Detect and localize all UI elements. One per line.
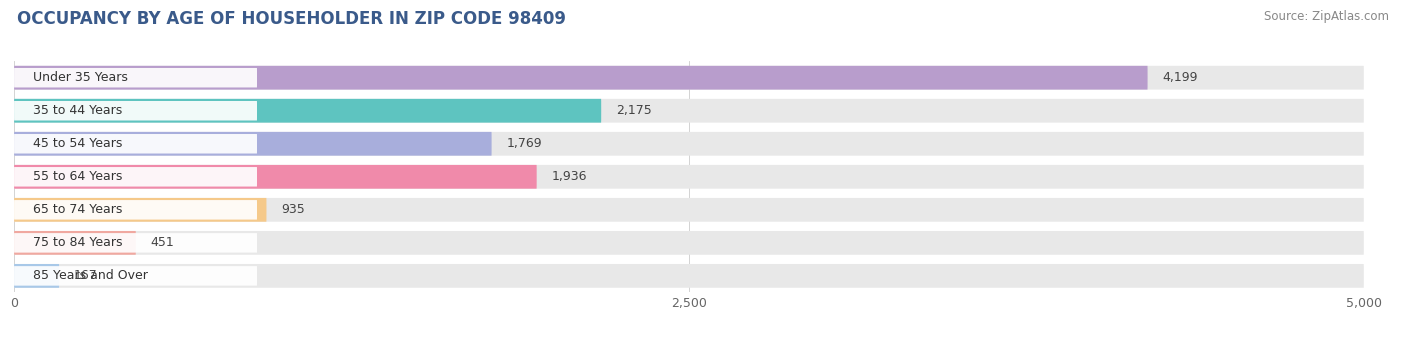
Text: 2,175: 2,175 [616,104,652,117]
Text: 85 Years and Over: 85 Years and Over [34,269,149,283]
Text: 55 to 64 Years: 55 to 64 Years [34,170,122,183]
FancyBboxPatch shape [14,165,1364,189]
FancyBboxPatch shape [14,264,59,288]
FancyBboxPatch shape [14,231,1364,255]
Text: 167: 167 [75,269,98,283]
FancyBboxPatch shape [14,266,257,286]
FancyBboxPatch shape [14,134,257,154]
Text: OCCUPANCY BY AGE OF HOUSEHOLDER IN ZIP CODE 98409: OCCUPANCY BY AGE OF HOUSEHOLDER IN ZIP C… [17,10,565,28]
FancyBboxPatch shape [14,66,1147,90]
Text: 1,936: 1,936 [551,170,588,183]
FancyBboxPatch shape [14,66,1364,90]
FancyBboxPatch shape [14,167,257,187]
FancyBboxPatch shape [14,198,1364,222]
Text: 451: 451 [150,236,174,249]
FancyBboxPatch shape [14,198,267,222]
Text: 35 to 44 Years: 35 to 44 Years [34,104,122,117]
FancyBboxPatch shape [14,99,602,123]
FancyBboxPatch shape [14,68,257,87]
Text: 935: 935 [281,203,305,216]
Text: Source: ZipAtlas.com: Source: ZipAtlas.com [1264,10,1389,23]
FancyBboxPatch shape [14,165,537,189]
FancyBboxPatch shape [14,99,1364,123]
FancyBboxPatch shape [14,132,1364,156]
FancyBboxPatch shape [14,264,1364,288]
Text: 65 to 74 Years: 65 to 74 Years [34,203,122,216]
FancyBboxPatch shape [14,101,257,120]
Text: 75 to 84 Years: 75 to 84 Years [34,236,122,249]
FancyBboxPatch shape [14,233,257,253]
Text: 1,769: 1,769 [506,137,543,150]
Text: Under 35 Years: Under 35 Years [34,71,128,84]
Text: 45 to 54 Years: 45 to 54 Years [34,137,122,150]
FancyBboxPatch shape [14,200,257,220]
FancyBboxPatch shape [14,132,492,156]
Text: 4,199: 4,199 [1163,71,1198,84]
FancyBboxPatch shape [14,231,136,255]
